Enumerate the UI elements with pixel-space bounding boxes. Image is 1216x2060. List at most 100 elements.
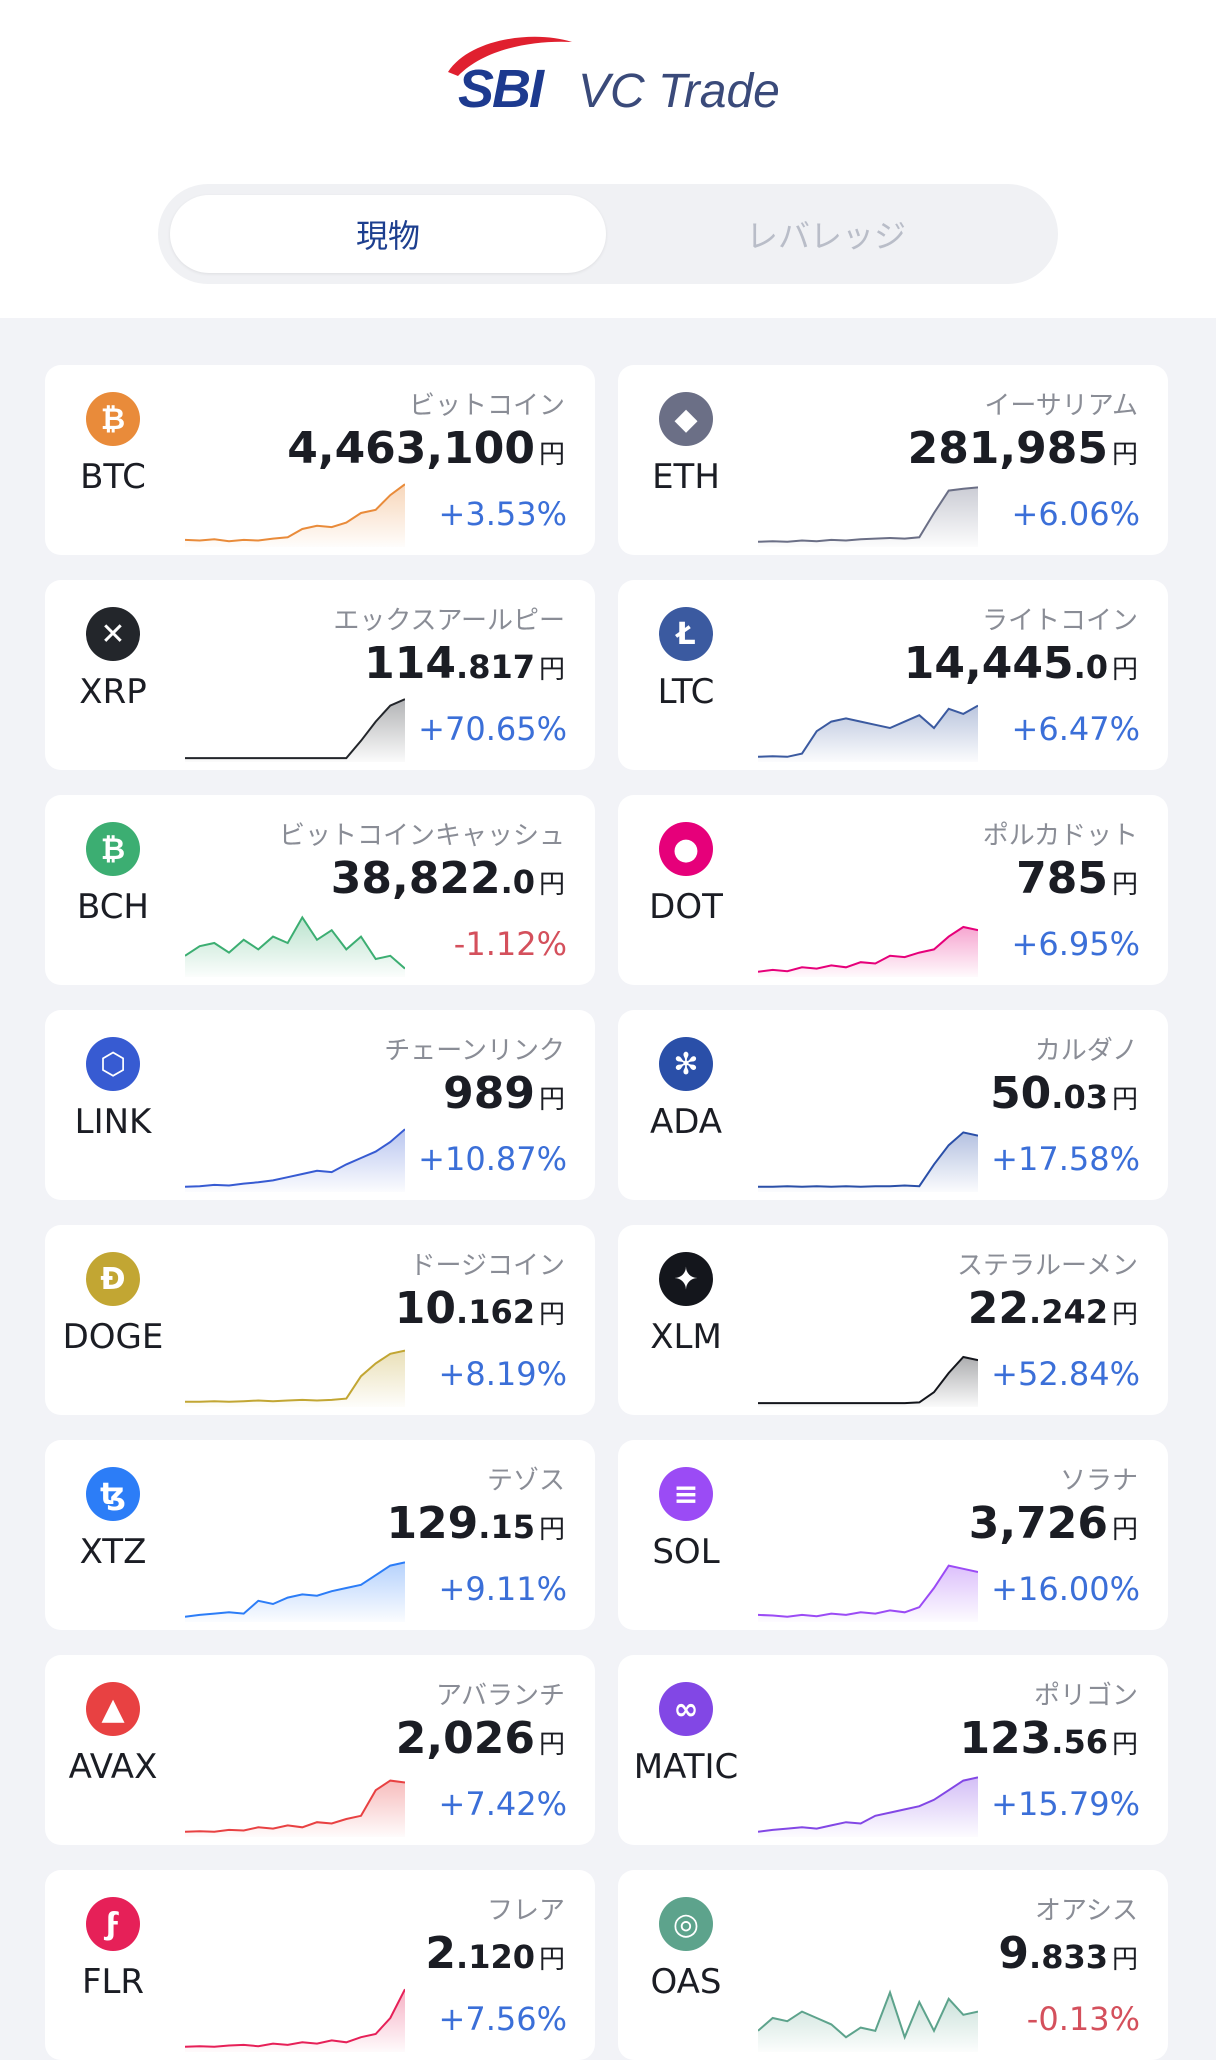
coin-card-btc[interactable]: ₿ BTC ビットコイン 4,463,100 円 +3.53%	[45, 365, 595, 555]
sparkline-area	[758, 1132, 978, 1192]
sparkline-line	[185, 1561, 405, 1618]
coin-name: エックスアールピー	[333, 606, 565, 636]
sparkline-area	[758, 1357, 978, 1407]
sparkline-line	[185, 1128, 405, 1188]
coin-symbol: LINK	[74, 1102, 152, 1142]
price-decimal: .0	[500, 863, 535, 901]
sparkline-area	[185, 1129, 405, 1192]
currency-unit: 円	[538, 655, 565, 685]
price-decimal: .56	[1051, 1723, 1108, 1761]
coin-price: 2,026 円	[396, 1713, 565, 1764]
coin-card-bch[interactable]: ₿ BCH ビットコインキャッシュ 38,822.0 円 -1.12%	[45, 795, 595, 985]
coin-symbol: SOL	[652, 1532, 720, 1572]
sparkline-line	[758, 1989, 978, 2041]
sparkline-area	[758, 1992, 978, 2052]
coin-card-matic[interactable]: ∞ MATIC ポリゴン 123.56 円 +15.79%	[618, 1655, 1168, 1845]
currency-unit: 円	[1111, 655, 1138, 685]
polygon-icon: ∞	[659, 1682, 713, 1736]
price-integer: 129	[386, 1498, 479, 1549]
price-integer: 4,463,100	[287, 423, 535, 474]
sparkline-chart	[185, 1988, 405, 2052]
coin-card-link[interactable]: ⬡ LINK チェーンリンク 989 円 +10.87%	[45, 1010, 595, 1200]
coin-card-xlm[interactable]: ✦ XLM ステラルーメン 22.242 円 +52.84%	[618, 1225, 1168, 1415]
coin-symbol: XLM	[650, 1317, 722, 1357]
sparkline-line	[185, 1349, 405, 1403]
coin-card-eth[interactable]: ◆ ETH イーサリアム 281,985 円 +6.06%	[618, 365, 1168, 555]
sparkline-chart	[185, 483, 405, 547]
svg-text:◎: ◎	[673, 1907, 699, 1942]
svg-text:✦: ✦	[673, 1262, 698, 1297]
sparkline-chart	[758, 1131, 978, 1192]
ethereum-icon: ◆	[659, 392, 713, 446]
coin-card-xrp[interactable]: ✕ XRP エックスアールピー 114.817 円 +70.65%	[45, 580, 595, 770]
coin-card-avax[interactable]: ▲ AVAX アバランチ 2,026 円 +7.42%	[45, 1655, 595, 1845]
cardano-icon: ✻	[659, 1037, 713, 1091]
price-change: +17.58%	[991, 1140, 1140, 1178]
price-change: +9.11%	[438, 1570, 567, 1608]
price-decimal: .242	[1029, 1293, 1108, 1331]
coin-price: 50.03 円	[990, 1068, 1138, 1119]
coin-card-ltc[interactable]: Ł LTC ライトコイン 14,445.0 円 +6.47%	[618, 580, 1168, 770]
coin-card-ada[interactable]: ✻ ADA カルダノ 50.03 円 +17.58%	[618, 1010, 1168, 1200]
coin-name: イーサリアム	[984, 391, 1138, 421]
coin-symbol: AVAX	[68, 1747, 158, 1787]
currency-unit: 円	[1111, 1300, 1138, 1330]
price-change: +15.79%	[991, 1785, 1140, 1823]
coin-price: 4,463,100 円	[287, 423, 565, 474]
logo-vc-trade-text: VC Trade	[578, 65, 780, 118]
coin-price: 10.162 円	[395, 1283, 565, 1334]
sparkline-line	[758, 1564, 978, 1618]
sparkline-area	[758, 1565, 978, 1622]
price-decimal: .833	[1029, 1938, 1108, 1976]
sparkline-chart	[185, 1128, 405, 1192]
sparkline-area	[185, 917, 405, 977]
coin-card-sol[interactable]: ≡ SOL ソラナ 3,726 円 +16.00%	[618, 1440, 1168, 1630]
price-decimal: .817	[456, 648, 535, 686]
currency-unit: 円	[538, 1730, 565, 1760]
svg-text:⬡: ⬡	[100, 1047, 126, 1082]
price-integer: 50	[990, 1068, 1052, 1119]
coin-card-doge[interactable]: Ð DOGE ドージコイン 10.162 円 +8.19%	[45, 1225, 595, 1415]
tab-leverage[interactable]: レバレッジ	[745, 217, 906, 255]
polkadot-icon: ●	[659, 822, 713, 876]
currency-unit: 円	[538, 1945, 565, 1975]
coin-price: 114.817 円	[364, 638, 565, 689]
sparkline-chart	[185, 1561, 405, 1622]
coin-card-xtz[interactable]: ꜩ XTZ テゾス 129.15 円 +9.11%	[45, 1440, 595, 1630]
sparkline-area	[185, 1350, 405, 1407]
svg-text:Ð: Ð	[100, 1262, 125, 1297]
coin-price: 2.120 円	[425, 1928, 565, 1979]
price-change: +6.47%	[1011, 710, 1140, 748]
coin-price: 38,822.0 円	[331, 853, 565, 904]
tab-spot[interactable]: 現物	[170, 195, 606, 273]
coin-name: チェーンリンク	[384, 1036, 565, 1066]
price-change: +70.65%	[418, 710, 567, 748]
sparkline-line	[185, 1988, 405, 2048]
market-type-toggle: 現物 レバレッジ	[158, 184, 1058, 284]
sparkline-chart	[758, 1564, 978, 1622]
sparkline-line	[185, 1779, 405, 1833]
xrp-icon: ✕	[86, 607, 140, 661]
logo-sbi-text: SBI	[458, 59, 544, 119]
price-decimal: .0	[1073, 648, 1108, 686]
oasys-icon: ◎	[659, 1897, 713, 1951]
currency-unit: 円	[538, 1300, 565, 1330]
price-decimal: .162	[456, 1293, 535, 1331]
price-change: -1.12%	[453, 925, 567, 963]
coin-name: ビットコイン	[408, 391, 565, 421]
coin-price: 785 円	[1016, 853, 1138, 904]
price-integer: 10	[394, 1283, 457, 1334]
coin-card-oas[interactable]: ◎ OAS オアシス 9.833 円 -0.13%	[618, 1870, 1168, 2060]
price-decimal: .120	[456, 1938, 535, 1976]
coin-symbol: ADA	[649, 1102, 723, 1142]
sparkline-chart	[758, 1355, 978, 1407]
coin-card-flr[interactable]: ϝ FLR フレア 2.120 円 +7.56%	[45, 1870, 595, 2060]
price-change: +10.87%	[418, 1140, 567, 1178]
currency-unit: 円	[538, 440, 565, 470]
sparkline-area	[185, 1989, 405, 2052]
sparkline-line	[185, 483, 405, 543]
price-integer: 2	[425, 1928, 457, 1979]
coin-name: テゾス	[486, 1466, 565, 1496]
flare-icon: ϝ	[86, 1897, 140, 1951]
coin-card-dot[interactable]: ● DOT ポルカドット 785 円 +6.95%	[618, 795, 1168, 985]
